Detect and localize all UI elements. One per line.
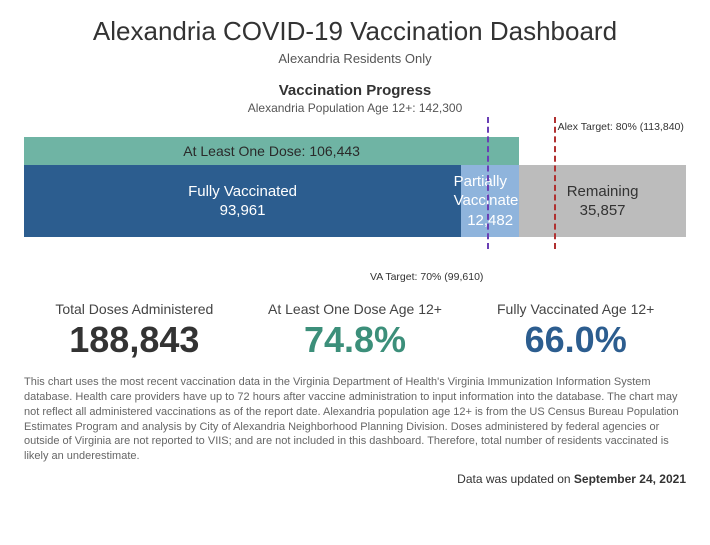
stat-fully-pct: Fully Vaccinated Age 12+ 66.0% [465, 301, 686, 361]
bar-segment-fully: Fully Vaccinated93,961 [24, 165, 461, 237]
stat-value: 66.0% [465, 319, 686, 361]
stat-total-doses: Total Doses Administered 188,843 [24, 301, 245, 361]
data-updated-line: Data was updated on September 24, 2021 [24, 472, 686, 486]
bar-top-label: At Least One Dose: 106,443 [183, 143, 360, 159]
segment-value: 35,857 [580, 201, 626, 221]
page-title: Alexandria COVID-19 Vaccination Dashboar… [24, 16, 686, 47]
stat-label: Fully Vaccinated Age 12+ [465, 301, 686, 317]
target-line-va [487, 117, 489, 249]
target-label-va: VA Target: 70% (99,610) [370, 271, 487, 283]
stat-value: 188,843 [24, 319, 245, 361]
bar-segment-partial: Partially Vaccinated12,482 [461, 165, 519, 237]
stat-label: At Least One Dose Age 12+ [245, 301, 466, 317]
segment-label: Partially Vaccinated [454, 172, 527, 211]
summary-stats: Total Doses Administered 188,843 At Leas… [24, 301, 686, 361]
target-label-alex: Alex Target: 80% (113,840) [554, 121, 684, 133]
section-title: Vaccination Progress [24, 82, 686, 99]
stat-one-dose-pct: At Least One Dose Age 12+ 74.8% [245, 301, 466, 361]
bar-segments-row: Fully Vaccinated93,961Partially Vaccinat… [24, 165, 686, 237]
updated-prefix: Data was updated on [457, 472, 574, 486]
bar-at-least-one-dose: At Least One Dose: 106,443 [24, 137, 519, 165]
stat-value: 74.8% [245, 319, 466, 361]
segment-label: Fully Vaccinated [188, 182, 297, 202]
chart-footnote: This chart uses the most recent vaccinat… [24, 375, 686, 464]
stat-label: Total Doses Administered [24, 301, 245, 317]
vaccination-bar-chart: At Least One Dose: 106,443 Fully Vaccina… [24, 137, 686, 267]
segment-value: 93,961 [220, 201, 266, 221]
segment-value: 12,482 [467, 211, 513, 231]
target-line-alex [554, 117, 556, 249]
page-subtitle: Alexandria Residents Only [24, 51, 686, 66]
updated-date: September 24, 2021 [574, 472, 686, 486]
bar-segment-remain: Remaining35,857 [519, 165, 686, 237]
segment-label: Remaining [567, 182, 639, 202]
population-label: Alexandria Population Age 12+: 142,300 [24, 101, 686, 115]
